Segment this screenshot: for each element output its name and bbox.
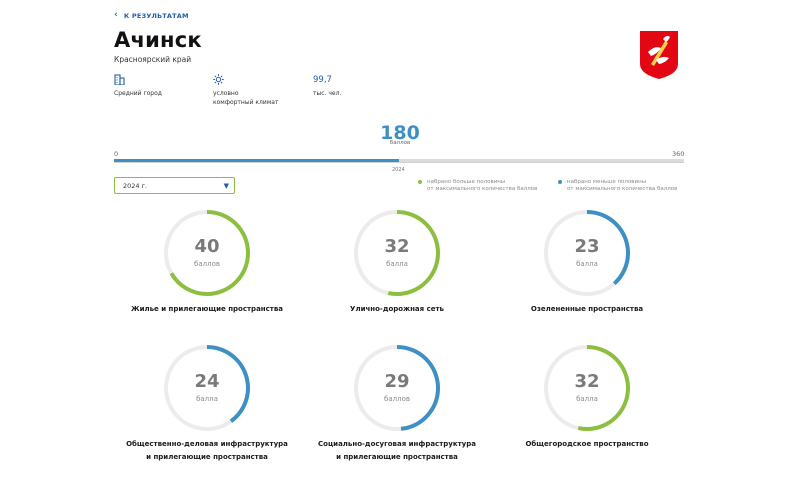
year-select-value: 2024 г. bbox=[123, 181, 148, 190]
year-select[interactable]: 2024 г. ▼ bbox=[114, 177, 235, 194]
category-score: 24 bbox=[194, 371, 220, 392]
legend-below-text: набрано меньше половины от максимального… bbox=[567, 179, 677, 193]
legend-below-line1: набрано меньше половины bbox=[567, 179, 647, 185]
stat-climate: условно комфортный климат bbox=[213, 74, 278, 107]
legend-above-line2: от максимального количества баллов bbox=[427, 186, 538, 192]
category-title: Улично-дорожная сеть bbox=[307, 303, 487, 316]
category-score-unit: баллов bbox=[384, 395, 410, 403]
legend-above-line1: набрано больше половины bbox=[427, 179, 506, 185]
scale-max-label: 360 bbox=[672, 150, 685, 158]
category-card[interactable]: 32 балла Общегородское пространство bbox=[497, 343, 677, 451]
category-score: 29 bbox=[384, 371, 410, 392]
category-title: Общегородское пространство bbox=[497, 438, 677, 451]
legend-below-half: набрано меньше половины от максимального… bbox=[558, 179, 677, 193]
population-value: 99,7 bbox=[313, 75, 332, 85]
score-ring-arc bbox=[544, 345, 630, 431]
page-title: Ачинск bbox=[114, 28, 202, 52]
scale-min-label: 0 bbox=[114, 150, 119, 158]
stat-population: 99,7 тыс. чел. bbox=[313, 74, 341, 98]
category-title-line2: и прилегающие пространства bbox=[146, 453, 268, 461]
category-score-unit: балла bbox=[576, 395, 598, 403]
category-score-unit: балла bbox=[386, 260, 408, 268]
total-progress-bar bbox=[114, 159, 684, 162]
category-title-line1: Общественно-деловая инфраструктура bbox=[126, 440, 288, 448]
legend-below-line2: от максимального количества баллов bbox=[567, 186, 678, 192]
city-type-label: Средний город bbox=[114, 90, 162, 97]
blue-dot-icon bbox=[558, 180, 562, 184]
total-progress-fill bbox=[114, 159, 399, 162]
category-card[interactable]: 29 баллов Социально-досуговая инфраструкту… bbox=[307, 343, 487, 464]
total-score: 180 bbox=[380, 122, 420, 144]
category-score: 32 bbox=[384, 236, 410, 257]
region-label: Красноярский край bbox=[114, 55, 192, 64]
category-card[interactable]: 40 баллов Жилье и прилегающие пространства bbox=[117, 208, 297, 316]
climate-line2: комфортный климат bbox=[213, 99, 279, 106]
sun-icon bbox=[213, 74, 278, 86]
category-score-unit: баллов bbox=[194, 260, 220, 268]
total-score-unit: баллов bbox=[389, 140, 411, 146]
legend-above-text: набрано больше половины от максимального… bbox=[427, 179, 537, 193]
green-dot-icon bbox=[418, 180, 422, 184]
category-title: Озелененные пространства bbox=[497, 303, 677, 316]
category-score-unit: балла bbox=[196, 395, 218, 403]
year-marker-label: 2024 bbox=[392, 167, 405, 173]
category-title-line1: Общегородское пространство bbox=[525, 440, 649, 448]
category-title-line1: Озелененные пространства bbox=[530, 305, 644, 313]
caret-down-icon: ▼ bbox=[223, 182, 229, 190]
category-card[interactable]: 23 балла Озелененные пространства bbox=[497, 208, 677, 316]
category-score: 32 bbox=[574, 371, 600, 392]
category-score: 23 bbox=[574, 236, 600, 257]
category-score-unit: балла bbox=[576, 260, 598, 268]
category-title-line2: и прилегающие пространства bbox=[336, 453, 458, 461]
category-title-line1: Социально-досуговая инфраструктура bbox=[318, 440, 476, 448]
score-ring: 32 балла bbox=[352, 208, 442, 298]
category-title: Социально-досуговая инфраструктура и прил… bbox=[307, 438, 487, 464]
category-card[interactable]: 32 балла Улично-дорожная сеть bbox=[307, 208, 487, 316]
score-ring: 23 балла bbox=[542, 208, 632, 298]
score-ring: 24 балла bbox=[162, 343, 252, 433]
score-ring-arc bbox=[544, 210, 630, 296]
category-title: Общественно-деловая инфраструктура и прил… bbox=[117, 438, 297, 464]
category-card[interactable]: 24 балла Общественно-деловая инфраструктур… bbox=[117, 343, 297, 464]
back-to-results-link[interactable]: ‹ К РЕЗУЛЬТАТАМ bbox=[114, 11, 189, 20]
population-unit: тыс. чел. bbox=[313, 90, 342, 97]
city-coat-of-arms bbox=[639, 30, 679, 80]
back-link-label: К РЕЗУЛЬТАТАМ bbox=[123, 11, 189, 20]
stat-city-type: Средний город bbox=[114, 74, 162, 98]
score-ring: 40 баллов bbox=[162, 208, 252, 298]
score-ring: 29 баллов bbox=[352, 343, 442, 433]
category-score: 40 bbox=[194, 236, 220, 257]
score-ring: 32 балла bbox=[542, 343, 632, 433]
legend-above-half: набрано больше половины от максимального… bbox=[418, 179, 537, 193]
climate-line1: условно bbox=[213, 90, 239, 97]
chevron-left-icon: ‹ bbox=[114, 10, 118, 20]
category-title-line1: Улично-дорожная сеть bbox=[350, 305, 444, 313]
score-ring-arc bbox=[164, 210, 250, 296]
progress-baseline bbox=[114, 162, 684, 163]
category-title: Жилье и прилегающие пространства bbox=[117, 303, 297, 316]
score-ring-arc bbox=[164, 345, 250, 431]
score-ring-arc bbox=[354, 210, 440, 296]
building-icon bbox=[114, 74, 162, 86]
category-title-line1: Жилье и прилегающие пространства bbox=[131, 305, 283, 313]
score-ring-arc bbox=[354, 345, 440, 431]
